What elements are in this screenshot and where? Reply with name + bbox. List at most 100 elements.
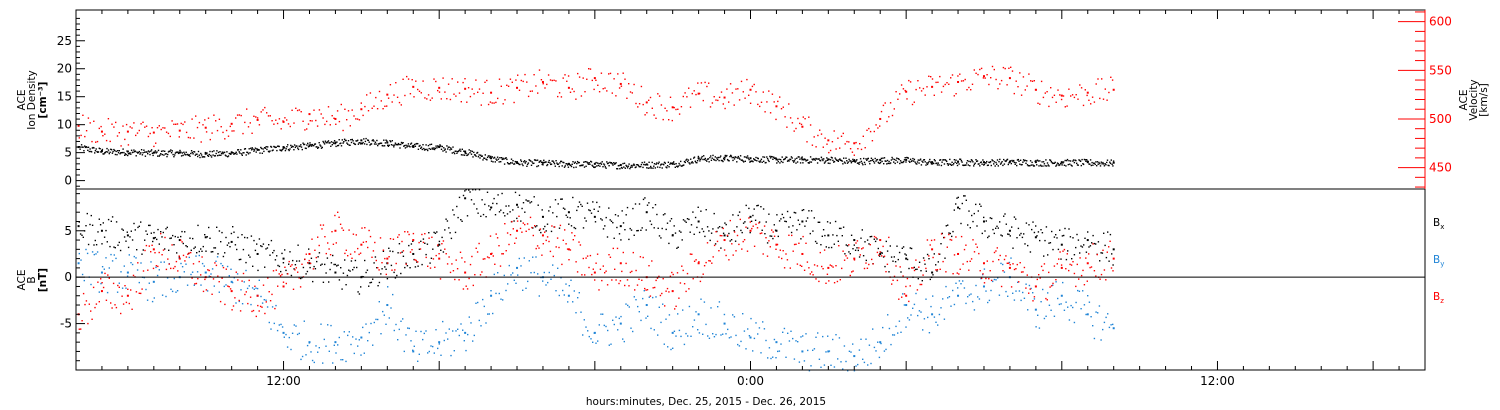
bx-sample bbox=[317, 256, 319, 258]
by-sample bbox=[538, 295, 540, 297]
velocity-sample bbox=[1051, 96, 1054, 99]
ion-density-sample bbox=[767, 159, 769, 161]
ion-density-sample bbox=[377, 144, 379, 147]
ion-density-sample bbox=[916, 161, 919, 163]
bx-sample bbox=[1067, 250, 1069, 252]
velocity-sample bbox=[353, 115, 355, 117]
velocity-sample bbox=[1082, 104, 1085, 107]
ion-density-sample bbox=[250, 149, 253, 151]
by-sample bbox=[121, 287, 124, 289]
bz-sample bbox=[278, 273, 280, 275]
ion-density-sample bbox=[480, 155, 483, 157]
ion-density-sample bbox=[726, 154, 728, 157]
bx-sample bbox=[91, 224, 94, 226]
ion-density-sample bbox=[609, 161, 611, 164]
bz-sample bbox=[484, 258, 486, 260]
bx-sample bbox=[1076, 233, 1078, 236]
ion-density-sample bbox=[923, 159, 926, 161]
ion-density-sample bbox=[202, 156, 204, 158]
bx-sample bbox=[999, 221, 1001, 223]
velocity-sample bbox=[124, 138, 126, 141]
by-point bbox=[827, 350, 830, 353]
bx-sample bbox=[993, 232, 995, 235]
by-sample bbox=[100, 282, 102, 285]
by-sample bbox=[215, 260, 217, 262]
ion-density-sample bbox=[160, 150, 163, 152]
bx-sample bbox=[360, 286, 362, 288]
ion-density-point bbox=[879, 158, 882, 161]
by-sample bbox=[210, 273, 212, 275]
by-sample bbox=[483, 305, 485, 308]
ion-density-sample bbox=[987, 164, 989, 166]
ion-density-sample bbox=[1062, 162, 1064, 164]
ion-density-sample bbox=[162, 150, 164, 152]
bx-sample bbox=[972, 220, 974, 223]
bz-sample bbox=[1073, 272, 1076, 275]
ion-density-sample bbox=[672, 162, 674, 164]
bz-sample bbox=[1068, 269, 1070, 272]
velocity-sample bbox=[409, 93, 412, 95]
ion-density-sample bbox=[766, 156, 768, 158]
bz-sample bbox=[862, 247, 864, 249]
bx-sample bbox=[820, 244, 822, 246]
bz-sample bbox=[699, 280, 702, 283]
bx-sample bbox=[738, 211, 741, 213]
bx-sample bbox=[668, 242, 670, 245]
ion-density-sample bbox=[866, 158, 869, 160]
bx-sample bbox=[774, 229, 777, 231]
velocity-point bbox=[1086, 91, 1089, 94]
density-label-line2: Ion Density bbox=[26, 70, 38, 129]
ion-density-sample bbox=[894, 162, 896, 165]
bz-sample bbox=[751, 227, 753, 230]
bx-sample bbox=[1108, 260, 1110, 262]
ion-density-sample bbox=[704, 157, 706, 160]
bz-sample bbox=[398, 234, 400, 236]
bz-point bbox=[931, 248, 934, 251]
bz-sample bbox=[979, 270, 981, 272]
ion-density-sample bbox=[753, 159, 756, 161]
velocity-sample bbox=[1004, 67, 1006, 70]
by-sample bbox=[251, 287, 254, 289]
bz-sample bbox=[269, 300, 272, 302]
ion-density-sample bbox=[765, 161, 767, 164]
ion-density-sample bbox=[693, 157, 695, 159]
ion-density-sample bbox=[523, 161, 525, 163]
ion-density-sample bbox=[740, 159, 743, 161]
bx-sample bbox=[221, 231, 223, 234]
bz-sample bbox=[702, 273, 704, 275]
ion-density-sample bbox=[623, 166, 625, 168]
bz-sample bbox=[466, 288, 469, 290]
ion-density-sample bbox=[899, 160, 902, 162]
by-sample bbox=[650, 327, 652, 330]
by-sample bbox=[477, 301, 479, 304]
by-sample bbox=[170, 288, 172, 290]
bx-sample bbox=[190, 249, 192, 251]
bz-sample bbox=[267, 277, 269, 279]
ion-density-sample bbox=[850, 162, 853, 164]
velocity-sample bbox=[280, 128, 282, 130]
velocity-sample bbox=[391, 101, 393, 103]
bx-sample bbox=[86, 212, 88, 215]
ion-density-sample bbox=[711, 157, 713, 159]
bx-sample bbox=[854, 249, 857, 251]
by-sample bbox=[303, 320, 305, 322]
ion-density-sample bbox=[650, 165, 652, 168]
bx-sample bbox=[222, 255, 225, 258]
velocity-sample bbox=[844, 143, 846, 145]
bz-point bbox=[1112, 257, 1115, 260]
ion-density-sample bbox=[566, 163, 568, 165]
velocity-sample bbox=[329, 124, 331, 126]
bz-sample bbox=[482, 258, 484, 260]
bx-sample bbox=[390, 264, 393, 267]
by-sample bbox=[233, 277, 235, 279]
by-sample bbox=[1098, 305, 1101, 307]
ion-density-sample bbox=[1046, 165, 1048, 167]
ion-density-sample bbox=[873, 162, 876, 164]
bx-sample bbox=[1007, 233, 1009, 235]
velocity-sample bbox=[376, 108, 379, 110]
ion-density-sample bbox=[510, 162, 512, 164]
bz-sample bbox=[1046, 299, 1048, 301]
ion-density-sample bbox=[912, 157, 914, 160]
velocity-point bbox=[152, 131, 155, 134]
bx-sample bbox=[356, 266, 358, 269]
